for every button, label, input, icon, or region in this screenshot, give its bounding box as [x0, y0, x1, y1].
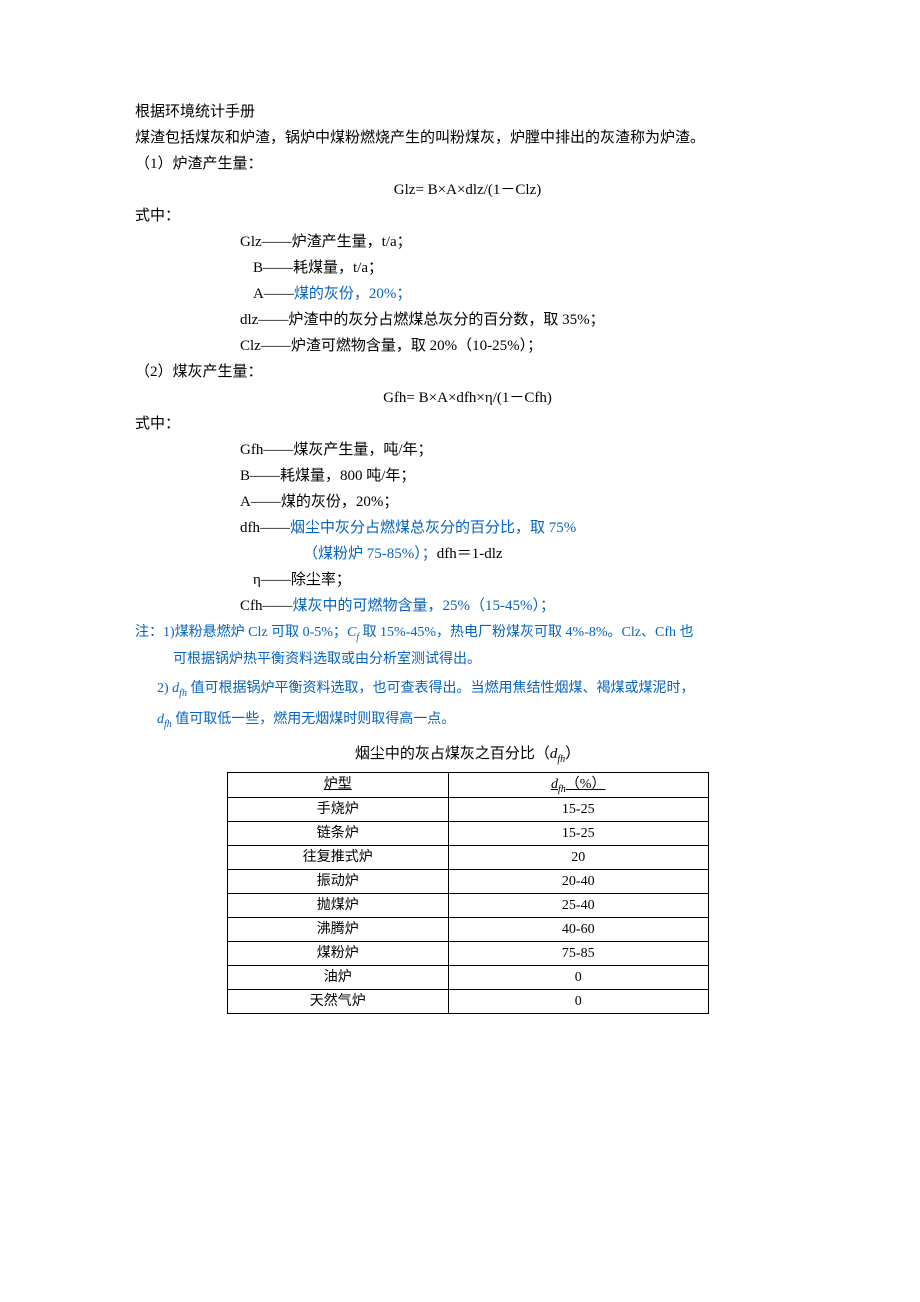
def-a1: A——煤的灰份，20%； [135, 282, 800, 306]
note2-sub2: fh [164, 719, 172, 730]
table-cell-value: 20 [449, 846, 709, 870]
table-row: 手烧炉15-25 [227, 798, 708, 822]
table-cell-type: 沸腾炉 [227, 918, 449, 942]
note1-cf-sub: f [356, 632, 359, 643]
table-row: 往复推式炉20 [227, 846, 708, 870]
table-cell-type: 链条炉 [227, 822, 449, 846]
note2-a: 2) [157, 681, 169, 696]
def-a1-blue: 煤的灰份，20%； [294, 286, 412, 302]
intro-line-1: 根据环境统计手册 [135, 100, 800, 124]
table-cell-value: 75-85 [449, 942, 709, 966]
table-cell-value: 15-25 [449, 822, 709, 846]
def-dfh-tail: dfh＝1-dlz [437, 546, 503, 562]
table-cell-type: 往复推式炉 [227, 846, 449, 870]
def-dfh-line1: dfh——烟尘中灰分占燃煤总灰分的百分比，取 75% [135, 516, 800, 540]
table-row: 天然气炉0 [227, 990, 708, 1014]
table-cell-type: 抛煤炉 [227, 894, 449, 918]
def-cfh: Cfh——煤灰中的可燃物含量，25%（15-45%）； [135, 594, 800, 618]
formula-gfh: Gfh= B×A×dfh×η/(1－Cfh) [135, 386, 800, 410]
note-2b: dfh 值可取低一些，燃用无烟煤时则取得高一点。 [135, 707, 800, 734]
note-1: 注：1)煤粉悬燃炉 Clz 可取 0-5%；Cf 取 15%-45%，热电厂粉煤… [135, 620, 800, 672]
caption-sub: fh [557, 754, 565, 765]
def-dfh-blue2: （煤粉炉 75-85%）； [303, 546, 437, 562]
header-d: d [551, 777, 558, 792]
table-cell-type: 油炉 [227, 966, 449, 990]
def-eta: η——除尘率； [135, 568, 800, 592]
table-header-row: 炉型 dfh（%） [227, 772, 708, 798]
table-cell-value: 0 [449, 966, 709, 990]
table-cell-type: 振动炉 [227, 870, 449, 894]
formula-glz: Glz= B×A×dlz/(1－Clz) [135, 178, 800, 202]
header-col1: 炉型 [227, 772, 449, 798]
def-dfh-prefix: dfh—— [240, 520, 290, 536]
def-b2: B——耗煤量，800 吨/年； [135, 464, 800, 488]
table-row: 链条炉15-25 [227, 822, 708, 846]
def-a2: A——煤的灰份，20%； [135, 490, 800, 514]
table-row: 煤粉炉75-85 [227, 942, 708, 966]
table-cell-value: 40-60 [449, 918, 709, 942]
table-cell-value: 0 [449, 990, 709, 1014]
table-row: 油炉0 [227, 966, 708, 990]
header-sub: fh [558, 783, 566, 794]
table-row: 振动炉20-40 [227, 870, 708, 894]
table-cell-type: 天然气炉 [227, 990, 449, 1014]
note2-d2: d [157, 712, 164, 727]
table-cell-value: 20-40 [449, 870, 709, 894]
table-cell-value: 25-40 [449, 894, 709, 918]
def-dfh-line2: （煤粉炉 75-85%）；dfh＝1-dlz [135, 542, 800, 566]
note-2: 2) dfh 值可根据锅炉平衡资料选取，也可查表得出。当燃用焦结性烟煤、褐煤或煤… [135, 676, 800, 703]
caption-suffix: ） [565, 746, 580, 762]
table-cell-value: 15-25 [449, 798, 709, 822]
dfh-table: 炉型 dfh（%） 手烧炉15-25链条炉15-25往复推式炉20振动炉20-4… [227, 772, 709, 1015]
table-cell-type: 煤粉炉 [227, 942, 449, 966]
note2-sub1: fh [179, 688, 187, 699]
def-dfh-blue1: 烟尘中灰分占燃煤总灰分的百分比，取 75% [290, 520, 576, 536]
section1-shizhong: 式中： [135, 204, 800, 228]
note1-a: 注：1)煤粉悬燃炉 Clz 可取 0-5%； [135, 625, 347, 640]
section1-title: （1）炉渣产生量： [135, 152, 800, 176]
table-caption: 烟尘中的灰占煤灰之百分比（dfh） [135, 742, 800, 768]
note1-tail: 取 15%-45%，热电厂粉煤灰可取 4%-8%。Clz、Cfh 也 [363, 625, 694, 640]
header-unit: （%） [566, 777, 606, 792]
def-gfh: Gfh——煤灰产生量，吨/年； [135, 438, 800, 462]
def-glz: Glz——炉渣产生量，t/a； [135, 230, 800, 254]
def-cfh-prefix: Cfh—— [240, 598, 293, 614]
note1-line2: 可根据锅炉热平衡资料选取或由分析室测试得出。 [135, 647, 800, 672]
note2-tail1: 值可根据锅炉平衡资料选取，也可查表得出。当燃用焦结性烟煤、褐煤或煤泥时， [190, 681, 694, 696]
table-row: 抛煤炉25-40 [227, 894, 708, 918]
header-col2: dfh（%） [449, 772, 709, 798]
def-b1: B——耗煤量，t/a； [135, 256, 800, 280]
caption-prefix: 烟尘中的灰占煤灰之百分比（ [355, 746, 550, 762]
note2-d1: d [169, 681, 180, 696]
section2-title: （2）煤灰产生量： [135, 360, 800, 384]
section2-shizhong: 式中： [135, 412, 800, 436]
def-dlz: dlz——炉渣中的灰分占燃煤总灰分的百分数，取 35%； [135, 308, 800, 332]
notes-block: 注：1)煤粉悬燃炉 Clz 可取 0-5%；Cf 取 15%-45%，热电厂粉煤… [135, 620, 800, 734]
table-row: 沸腾炉40-60 [227, 918, 708, 942]
def-cfh-blue: 煤灰中的可燃物含量，25%（15-45%）； [293, 598, 556, 614]
def-a1-prefix: A—— [253, 286, 294, 302]
note1-cf: C [347, 625, 356, 640]
table-cell-type: 手烧炉 [227, 798, 449, 822]
def-clz: Clz——炉渣可燃物含量，取 20%（10-25%）； [135, 334, 800, 358]
note2-tail2: 值可取低一些，燃用无烟煤时则取得高一点。 [175, 712, 455, 727]
intro-line-2: 煤渣包括煤灰和炉渣，锅炉中煤粉燃烧产生的叫粉煤灰，炉膛中排出的灰渣称为炉渣。 [135, 126, 800, 150]
